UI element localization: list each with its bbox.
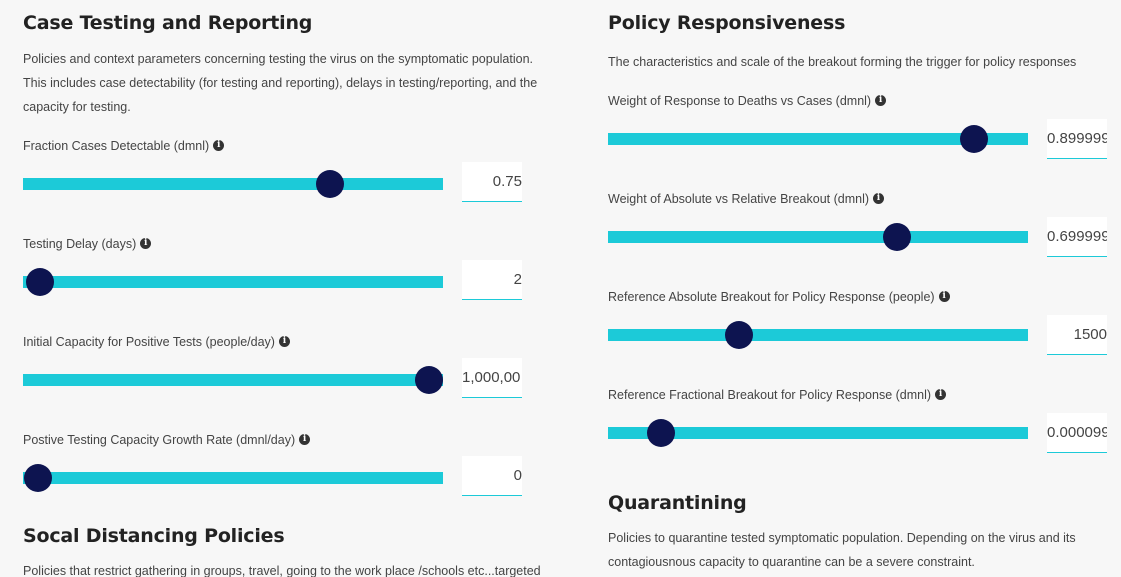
- policy-responsiveness-description: The characteristics and scale of the bre…: [608, 55, 1077, 69]
- ref-absolute-input[interactable]: 1500: [1047, 315, 1107, 355]
- param-label-testing-delay: Testing Delay (days) i: [23, 237, 152, 251]
- initial-capacity-input[interactable]: 1,000,00: [462, 358, 522, 398]
- slider-thumb[interactable]: [23, 464, 52, 492]
- ref-fractional-input[interactable]: 0.000099: [1047, 413, 1107, 453]
- info-icon[interactable]: i: [278, 336, 290, 347]
- social-distancing-title: Socal Distancing Policies: [23, 525, 285, 547]
- slider-thumb[interactable]: [414, 366, 443, 394]
- initial-capacity-slider[interactable]: [23, 366, 443, 394]
- info-icon[interactable]: i: [140, 238, 152, 249]
- param-label-initial-capacity: Initial Capacity for Positive Tests (peo…: [23, 335, 290, 349]
- testing-delay-slider[interactable]: [23, 268, 443, 296]
- weight-absolute-slider[interactable]: [608, 223, 1028, 251]
- fraction-detectable-slider[interactable]: [23, 170, 443, 198]
- slider-thumb[interactable]: [960, 125, 989, 153]
- slider-thumb[interactable]: [882, 223, 911, 251]
- ref-absolute-slider[interactable]: [608, 321, 1028, 349]
- param-label-ref-fractional: Reference Fractional Breakout for Policy…: [608, 388, 947, 402]
- ref-fractional-slider[interactable]: [608, 419, 1028, 447]
- info-icon[interactable]: i: [213, 140, 225, 151]
- case-testing-title: Case Testing and Reporting: [23, 12, 313, 34]
- fraction-detectable-input[interactable]: 0.75: [462, 162, 522, 202]
- param-label-capacity-growth: Postive Testing Capacity Growth Rate (dm…: [23, 433, 311, 447]
- info-icon[interactable]: i: [935, 389, 947, 400]
- social-distancing-description: Policies that restrict gathering in grou…: [23, 564, 541, 577]
- testing-delay-input[interactable]: 2: [462, 260, 522, 300]
- info-icon[interactable]: i: [299, 434, 311, 445]
- slider-thumb[interactable]: [25, 268, 54, 296]
- slider-thumb[interactable]: [725, 321, 754, 349]
- policy-responsiveness-title: Policy Responsiveness: [608, 12, 846, 34]
- quarantining-title: Quarantining: [608, 492, 747, 514]
- capacity-growth-slider[interactable]: [23, 464, 443, 492]
- capacity-growth-input[interactable]: 0: [462, 456, 522, 496]
- quarantining-description: Policies to quarantine tested symptomati…: [608, 531, 1076, 569]
- info-icon[interactable]: i: [938, 291, 950, 302]
- weight-deaths-slider[interactable]: [608, 125, 1028, 153]
- param-label-weight-absolute: Weight of Absolute vs Relative Breakout …: [608, 192, 885, 206]
- weight-deaths-input[interactable]: 0.899999: [1047, 119, 1107, 159]
- slider-thumb[interactable]: [646, 419, 675, 447]
- weight-absolute-input[interactable]: 0.699999: [1047, 217, 1107, 257]
- case-testing-description: Policies and context parameters concerni…: [23, 52, 538, 114]
- param-label-weight-deaths: Weight of Response to Deaths vs Cases (d…: [608, 94, 887, 108]
- info-icon[interactable]: i: [873, 193, 885, 204]
- slider-thumb[interactable]: [315, 170, 344, 198]
- info-icon[interactable]: i: [875, 95, 887, 106]
- param-label-fraction-detectable: Fraction Cases Detectable (dmnl) i: [23, 139, 225, 153]
- param-label-ref-absolute: Reference Absolute Breakout for Policy R…: [608, 290, 950, 304]
